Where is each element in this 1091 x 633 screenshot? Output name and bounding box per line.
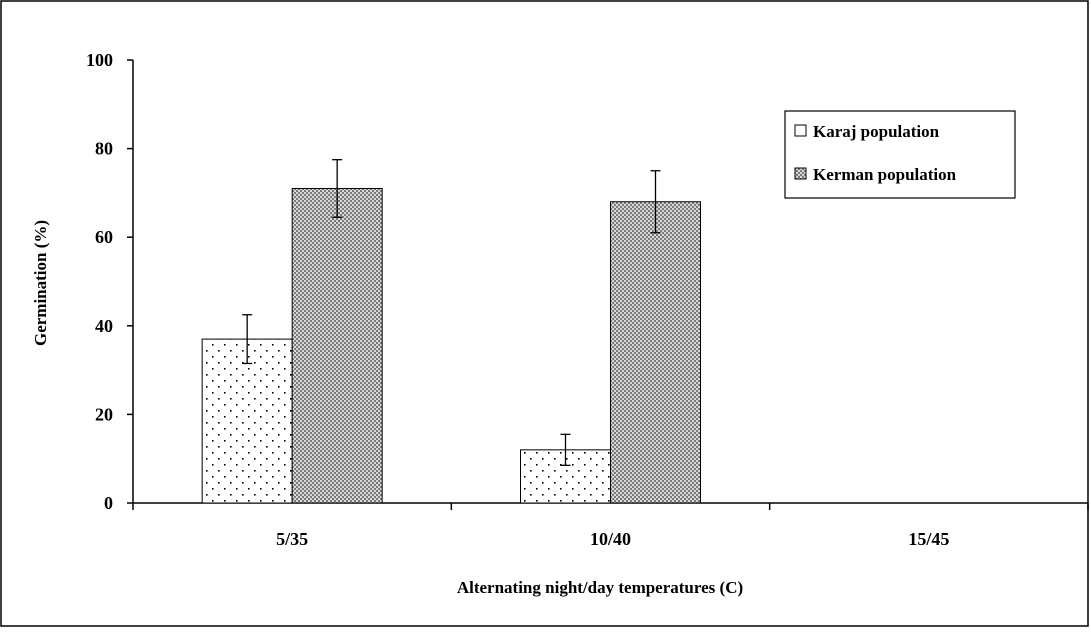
legend-label-kerman: Kerman population xyxy=(813,165,957,184)
y-tick-label: 60 xyxy=(95,227,113,247)
bars-group xyxy=(201,187,701,504)
y-tick-label: 40 xyxy=(95,316,113,336)
y-tick-label: 20 xyxy=(95,404,113,424)
legend-label-karaj: Karaj population xyxy=(813,122,940,141)
y-axis-ticks: 0 20 40 60 80 100 xyxy=(86,50,133,513)
legend-box xyxy=(784,110,1016,199)
x-category-label: 15/45 xyxy=(908,529,949,549)
legend-swatch-kerman xyxy=(794,167,807,180)
bar-kerman xyxy=(291,187,383,504)
y-tick-label: 80 xyxy=(95,139,113,159)
bar-kerman xyxy=(610,201,701,504)
legend-swatch-karaj xyxy=(794,124,807,137)
y-tick-label: 100 xyxy=(86,50,113,70)
x-axis-ticks: 5/35 10/40 15/45 xyxy=(132,503,1089,549)
y-axis-title: Germination (%) xyxy=(31,220,50,346)
x-category-label: 5/35 xyxy=(276,529,308,549)
x-category-label: 10/40 xyxy=(590,529,631,549)
x-axis-title: Alternating night/day temperatures (C) xyxy=(457,578,743,597)
legend: Karaj population Kerman population xyxy=(784,110,1016,199)
error-bars-group xyxy=(242,159,661,466)
bar-karaj xyxy=(201,338,293,504)
y-tick-label: 0 xyxy=(104,493,113,513)
